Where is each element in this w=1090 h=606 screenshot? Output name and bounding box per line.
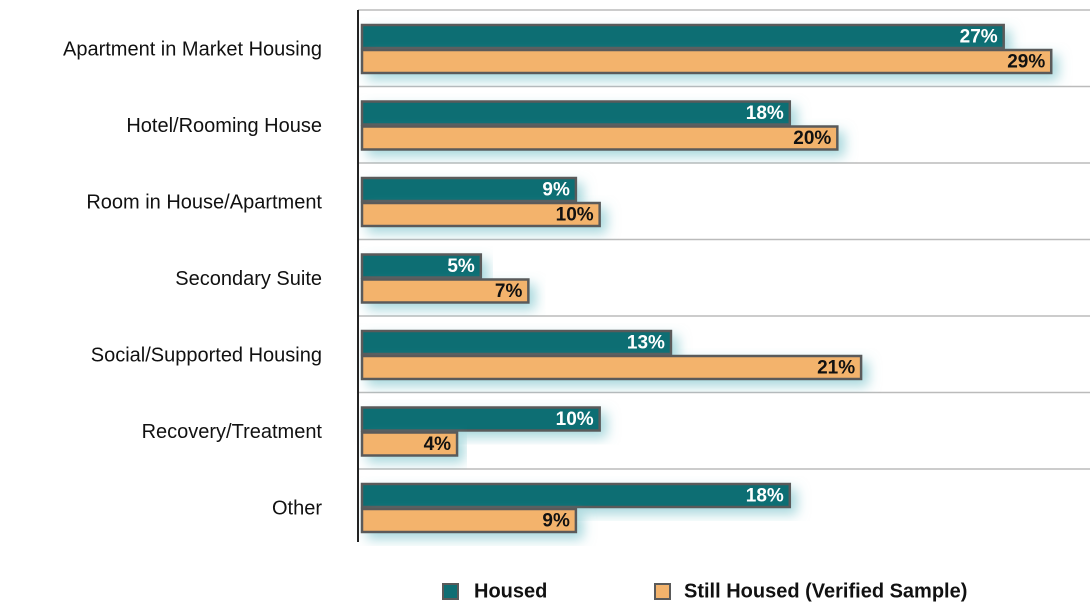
value-label: 10%	[556, 409, 594, 430]
value-label: 4%	[424, 434, 452, 455]
value-label: 21%	[817, 358, 855, 379]
value-label: 20%	[793, 128, 831, 149]
value-label: 13%	[627, 333, 665, 354]
bar	[360, 176, 578, 203]
value-label: 18%	[746, 486, 784, 507]
bar	[360, 278, 530, 304]
grid: Apartment in Market Housing Hotel/Rooming…	[63, 9, 1090, 519]
category-label: Room in House/Apartment	[86, 191, 322, 213]
category-label: Secondary Suite	[175, 268, 322, 290]
value-label: 7%	[495, 281, 523, 302]
legend-label: Still Housed (Verified Sample)	[684, 580, 967, 602]
category-label: Other	[272, 497, 322, 519]
bar	[360, 482, 792, 509]
legend: Housed Still Housed (Verified Sample)	[442, 580, 967, 602]
value-label: 9%	[542, 511, 570, 532]
category-label: Recovery/Treatment	[142, 421, 323, 443]
category-label: Apartment in Market Housing	[63, 38, 322, 60]
bar	[360, 125, 839, 151]
category-label: Hotel/Rooming House	[126, 115, 322, 137]
bars: 27% 29% 18% 20% 9% 10% 5% 7% 13% 21% 10% 4% 18% 9%	[360, 23, 1053, 534]
bar	[360, 48, 1053, 75]
value-label: 10%	[556, 205, 594, 226]
bar	[360, 201, 601, 228]
bar	[360, 431, 459, 457]
value-label: 5%	[447, 256, 475, 277]
bar	[360, 354, 863, 381]
bar	[360, 23, 1005, 50]
bar	[360, 253, 483, 279]
value-label: 9%	[542, 180, 570, 201]
value-label: 27%	[960, 27, 998, 48]
bar	[360, 507, 578, 534]
legend-label: Housed	[474, 580, 547, 602]
category-label: Social/Supported Housing	[91, 344, 322, 366]
bar	[360, 406, 601, 432]
bar	[360, 329, 673, 356]
bar	[360, 100, 792, 126]
value-label: 18%	[746, 103, 784, 124]
value-label: 29%	[1007, 52, 1045, 73]
legend-swatch	[442, 583, 459, 600]
legend-swatch	[654, 583, 671, 600]
